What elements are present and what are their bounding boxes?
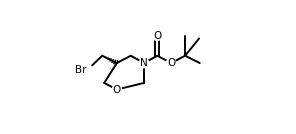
Text: O: O [113, 85, 121, 95]
Circle shape [112, 85, 121, 94]
Circle shape [167, 58, 176, 68]
Circle shape [82, 64, 92, 75]
Circle shape [139, 58, 149, 68]
Text: Br: Br [75, 65, 87, 75]
Text: O: O [167, 58, 175, 68]
Text: N: N [140, 58, 148, 68]
Text: O: O [153, 31, 161, 41]
Circle shape [153, 31, 162, 40]
